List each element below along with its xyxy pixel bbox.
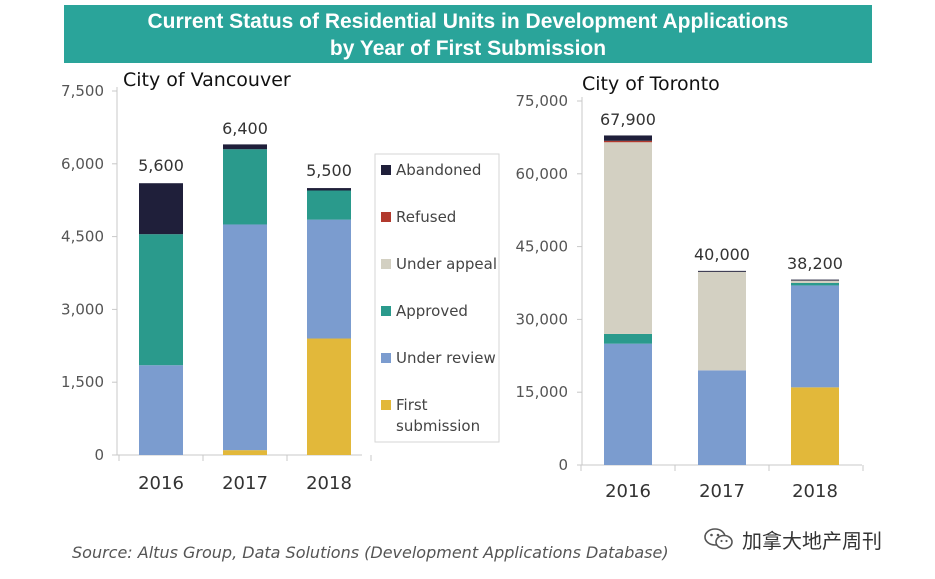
chart-title-line2: by Year of First Submission xyxy=(329,37,607,60)
bar-segment xyxy=(223,224,267,451)
bar-segment xyxy=(698,271,746,371)
y-tick-label: 1,500 xyxy=(61,373,104,391)
bar-segment xyxy=(604,140,652,143)
x-tick-label: 2018 xyxy=(306,473,352,494)
bar-segment xyxy=(604,343,652,465)
bar-segment xyxy=(307,190,351,220)
bar-segment xyxy=(307,338,351,455)
y-tick-label: 45,000 xyxy=(516,238,569,256)
bar-segment xyxy=(791,283,839,286)
bar-segment xyxy=(791,279,839,281)
x-tick-label: 2018 xyxy=(792,481,838,502)
legend-label: First xyxy=(396,396,428,414)
bar-segment xyxy=(307,219,351,339)
bar-segment xyxy=(139,234,183,366)
bar-total-label: 5,500 xyxy=(306,161,352,180)
bar-segment xyxy=(791,280,839,283)
bar-segment xyxy=(604,135,652,141)
legend-label: Under appeal xyxy=(396,255,497,273)
legend-swatch xyxy=(381,212,391,222)
x-tick-label: 2016 xyxy=(138,473,184,494)
legend-label: Abandoned xyxy=(396,161,481,179)
legend-label: Under review xyxy=(396,349,496,367)
bar-total-label: 6,400 xyxy=(222,119,268,138)
bar-segment xyxy=(791,387,839,465)
y-tick-label: 60,000 xyxy=(516,165,569,183)
bar-segment xyxy=(223,450,267,455)
y-tick-label: 0 xyxy=(94,446,104,464)
bar-segment xyxy=(604,333,652,344)
legend-swatch xyxy=(381,353,391,363)
brand-watermark: 加拿大地产周刊 xyxy=(704,526,882,553)
y-tick-label: 3,000 xyxy=(61,300,104,318)
y-tick-label: 30,000 xyxy=(516,310,569,328)
bar-total-label: 40,000 xyxy=(694,245,750,264)
legend-swatch xyxy=(381,306,391,316)
legend-swatch xyxy=(381,165,391,175)
x-tick-label: 2017 xyxy=(699,481,745,502)
x-tick-label: 2017 xyxy=(222,473,268,494)
x-tick-label: 2016 xyxy=(605,481,651,502)
brand-name: 加拿大地产周刊 xyxy=(742,528,882,553)
bar-segment xyxy=(223,149,267,225)
legend-label: Approved xyxy=(396,302,468,320)
bar-segment xyxy=(604,142,652,334)
legend-label: submission xyxy=(396,417,480,435)
wechat-icon xyxy=(704,527,734,551)
y-tick-label: 6,000 xyxy=(61,155,104,173)
title-banner: Current Status of Residential Units in D… xyxy=(64,5,872,63)
y-tick-label: 0 xyxy=(558,456,568,474)
legend-swatch xyxy=(381,259,391,269)
chart-title-line1: Current Status of Residential Units in D… xyxy=(147,10,789,33)
bar-segment xyxy=(139,365,183,455)
y-tick-label: 7,500 xyxy=(61,82,104,100)
bar-segment xyxy=(223,144,267,150)
bar-segment xyxy=(698,270,746,272)
source-note: Source: Altus Group, Data Solutions (Dev… xyxy=(72,543,669,562)
legend-swatch xyxy=(381,400,391,410)
bar-total-label: 5,600 xyxy=(138,156,184,175)
bar-total-label: 67,900 xyxy=(600,110,656,129)
bar-total-label: 38,200 xyxy=(787,254,843,273)
chart-panel-title: City of Vancouver xyxy=(123,69,291,91)
y-tick-label: 4,500 xyxy=(61,228,104,246)
chart-panel-title: City of Toronto xyxy=(582,73,720,95)
bar-segment xyxy=(139,183,183,235)
y-tick-label: 15,000 xyxy=(516,383,569,401)
legend-box xyxy=(374,153,500,443)
bar-segment xyxy=(698,370,746,465)
legend-label: Refused xyxy=(396,208,456,226)
y-tick-label: 75,000 xyxy=(516,92,569,110)
bar-segment xyxy=(791,285,839,388)
bar-segment xyxy=(307,188,351,191)
